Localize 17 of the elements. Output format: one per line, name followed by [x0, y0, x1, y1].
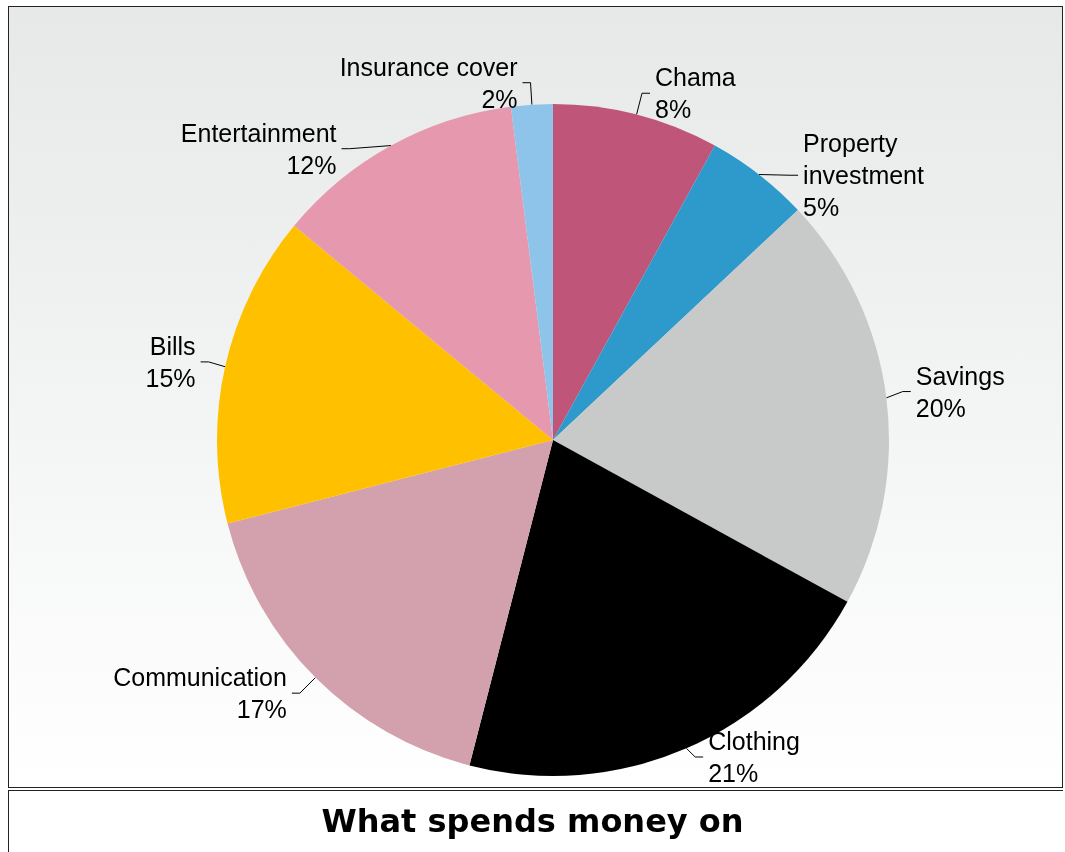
data-label: 17% — [236, 695, 287, 724]
data-label: 2% — [481, 84, 518, 113]
data-label: 8% — [655, 95, 692, 124]
data-label: 12% — [286, 150, 337, 179]
slice-label: Entertainment — [180, 118, 337, 147]
data-label: 21% — [708, 759, 759, 787]
slice-label: Communication — [113, 663, 287, 692]
slice-label: Property investment — [803, 129, 925, 190]
data-label: 5% — [803, 193, 840, 222]
slice-label: Bills — [149, 331, 196, 360]
slice-label: Savings — [915, 361, 1005, 390]
data-label: 20% — [915, 393, 966, 422]
slice-label: Chama — [655, 63, 736, 92]
text: What spends money on — [320, 802, 745, 840]
data-label: 15% — [145, 363, 196, 392]
slice-label: Insurance cover — [339, 52, 518, 81]
slice-label: Clothing — [708, 727, 800, 755]
